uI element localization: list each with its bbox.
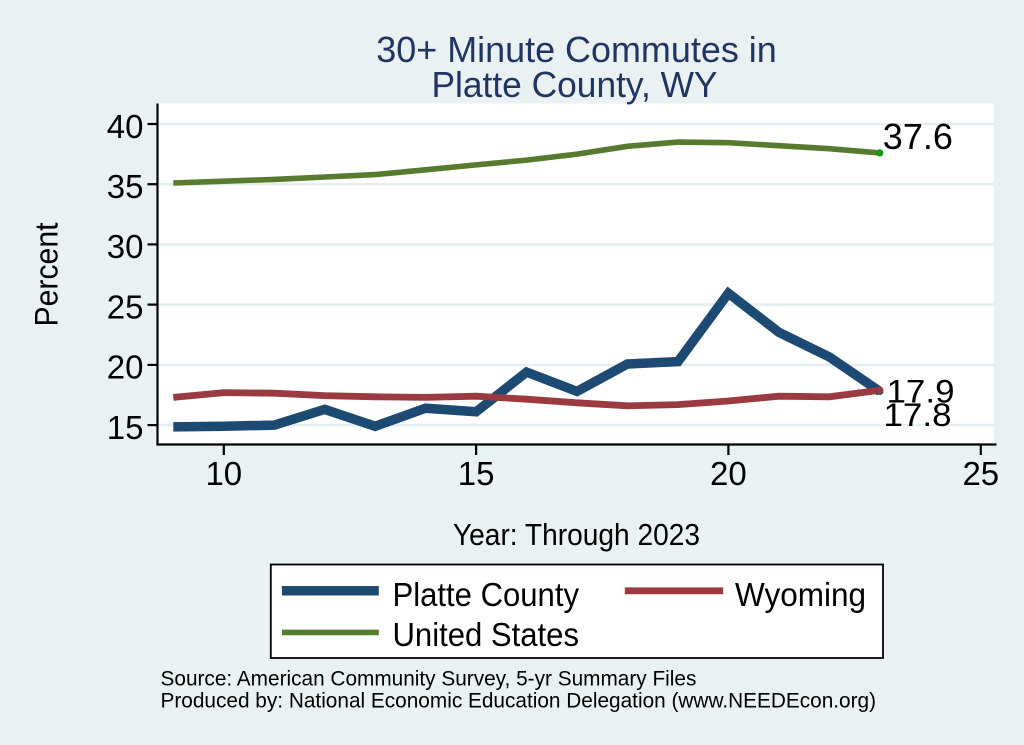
svg-text:17.9: 17.9: [887, 374, 955, 410]
svg-text:Year: Through 2023: Year: Through 2023: [453, 517, 700, 552]
svg-text:15: 15: [458, 455, 495, 492]
svg-text:15: 15: [107, 409, 144, 446]
svg-text:35: 35: [107, 168, 144, 205]
svg-text:25: 25: [107, 288, 144, 325]
svg-text:Platte County: Platte County: [393, 576, 580, 613]
svg-text:17.8: 17.8: [884, 397, 952, 433]
svg-text:30: 30: [107, 228, 144, 265]
svg-text:40: 40: [107, 108, 144, 145]
svg-text:Percent: Percent: [29, 222, 65, 326]
svg-text:10: 10: [205, 455, 242, 492]
svg-text:Wyoming: Wyoming: [735, 576, 866, 613]
svg-text:37.6: 37.6: [883, 116, 953, 157]
svg-text:Source: American Community Sur: Source: American Community Survey, 5-yr …: [161, 668, 697, 691]
svg-text:20: 20: [107, 349, 144, 386]
svg-text:25: 25: [962, 455, 999, 492]
svg-text:20: 20: [710, 455, 747, 492]
svg-text:Produced by: National Economic: Produced by: National Economic Education…: [161, 689, 877, 712]
svg-text:United States: United States: [393, 616, 580, 653]
svg-text:30+ Minute Commutes in: 30+ Minute Commutes in: [376, 29, 777, 70]
svg-text:Platte County, WY: Platte County, WY: [432, 64, 718, 105]
